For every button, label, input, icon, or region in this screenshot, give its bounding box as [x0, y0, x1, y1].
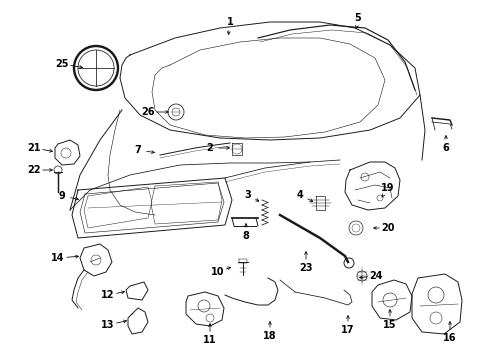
Text: 10: 10	[211, 267, 224, 277]
Text: 5: 5	[354, 13, 361, 23]
Text: 15: 15	[383, 320, 396, 330]
Text: 19: 19	[381, 183, 394, 193]
Text: 22: 22	[27, 165, 41, 175]
Text: 6: 6	[442, 143, 448, 153]
Text: 7: 7	[134, 145, 141, 155]
Text: 12: 12	[101, 290, 115, 300]
Text: 18: 18	[263, 331, 276, 341]
Text: 26: 26	[141, 107, 154, 117]
Text: 9: 9	[59, 191, 65, 201]
Text: 1: 1	[226, 17, 233, 27]
Text: 25: 25	[55, 59, 69, 69]
Text: 13: 13	[101, 320, 115, 330]
Text: 17: 17	[341, 325, 354, 335]
Text: 21: 21	[27, 143, 41, 153]
Text: 8: 8	[242, 231, 249, 241]
Text: 2: 2	[206, 143, 213, 153]
Text: 4: 4	[296, 190, 303, 200]
Text: 11: 11	[203, 335, 216, 345]
Text: 24: 24	[368, 271, 382, 281]
Text: 16: 16	[442, 333, 456, 343]
Text: 3: 3	[244, 190, 251, 200]
Text: 23: 23	[299, 263, 312, 273]
Text: 14: 14	[51, 253, 64, 263]
Text: 20: 20	[381, 223, 394, 233]
